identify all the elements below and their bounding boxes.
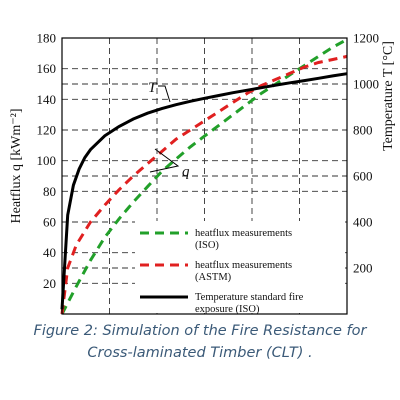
heat-flux-temperature-chart: 20 40 60 80 100 120 140 160 180 200 400 600 800 1000 1… bbox=[9, 31, 396, 316]
legend-label: Temperature standard fire bbox=[195, 292, 304, 303]
left-tick-label: 40 bbox=[43, 245, 56, 260]
annotation-q-leader bbox=[149, 148, 180, 173]
legend-label: (ASTM) bbox=[195, 272, 232, 283]
right-tick-label: 1000 bbox=[353, 77, 379, 92]
left-tick-label: 100 bbox=[37, 153, 57, 168]
left-tick-label: 80 bbox=[43, 184, 56, 199]
right-tick-label: 1200 bbox=[353, 31, 379, 46]
legend-label: exposure (ISO) bbox=[195, 304, 260, 315]
series-line bbox=[60, 72, 348, 310]
legend-label: heatflux measurements bbox=[195, 228, 292, 239]
right-tick-label: 800 bbox=[353, 123, 373, 138]
legend-label: heatflux measurements bbox=[195, 260, 292, 271]
series-line bbox=[60, 38, 348, 315]
left-axis-title: Heatflux q [kWm⁻²] bbox=[9, 109, 24, 224]
right-tick-label: 600 bbox=[353, 169, 373, 184]
right-tick-label: 200 bbox=[353, 261, 373, 276]
series-line bbox=[60, 54, 348, 315]
series-layer bbox=[60, 38, 348, 315]
caption-line-1: Figure 2: Simulation of the Fire Resista… bbox=[33, 323, 367, 339]
left-tick-label: 140 bbox=[37, 92, 57, 107]
annotation-T: T bbox=[148, 80, 158, 96]
caption-line-2: Cross-laminated Timber (CLT) . bbox=[87, 345, 313, 361]
annotations: Tq bbox=[148, 80, 190, 180]
right-axis-title: Temperature T [°C] bbox=[381, 41, 396, 151]
left-tick-label: 160 bbox=[37, 61, 57, 76]
right-tick-label: 400 bbox=[353, 215, 373, 230]
plot-border bbox=[61, 37, 348, 315]
annotation-q: q bbox=[182, 164, 190, 180]
tick-labels: 20 40 60 80 100 120 140 160 180 200 400 600 800 1000 1… bbox=[37, 31, 380, 291]
figure-caption: Figure 2: Simulation of the Fire Resista… bbox=[0, 320, 400, 364]
annotation-T-leader bbox=[158, 85, 171, 103]
legend: heatflux measurements(ISO)heatflux measu… bbox=[135, 221, 345, 315]
legend-label: (ISO) bbox=[195, 240, 219, 251]
plot-frame bbox=[61, 37, 348, 315]
left-tick-label: 180 bbox=[37, 31, 57, 46]
left-tick-label: 120 bbox=[37, 123, 57, 138]
left-tick-label: 60 bbox=[43, 215, 56, 230]
left-tick-label: 20 bbox=[43, 276, 56, 291]
